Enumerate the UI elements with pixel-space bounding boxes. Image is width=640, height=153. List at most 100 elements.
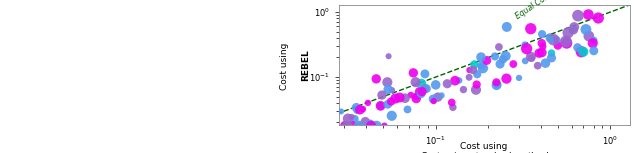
Point — [406, 94, 416, 96]
Point — [450, 79, 460, 82]
Point — [355, 108, 365, 111]
Point — [403, 108, 413, 111]
Point — [576, 50, 586, 53]
Point — [561, 40, 571, 43]
Point — [490, 55, 500, 58]
Point — [588, 42, 598, 44]
Point — [411, 97, 421, 100]
Point — [520, 60, 531, 62]
Point — [472, 83, 482, 86]
Point — [589, 50, 599, 52]
Point — [464, 76, 474, 78]
Point — [547, 52, 557, 54]
Point — [593, 17, 604, 19]
Point — [380, 125, 390, 127]
Point — [584, 35, 594, 37]
Point — [578, 50, 588, 53]
Point — [465, 69, 475, 71]
Point — [421, 87, 431, 90]
Point — [415, 92, 425, 95]
Point — [420, 87, 430, 90]
Point — [358, 108, 368, 110]
Point — [477, 64, 487, 67]
Point — [536, 42, 547, 44]
X-axis label: Cost using $\it{standard}$ method: Cost using $\it{standard}$ method — [420, 150, 549, 153]
Point — [478, 67, 488, 69]
Point — [567, 29, 577, 31]
Point — [387, 89, 397, 91]
Point — [580, 28, 591, 31]
Point — [514, 77, 524, 79]
Point — [525, 28, 536, 30]
Point — [363, 102, 373, 104]
Point — [469, 63, 479, 66]
Point — [553, 44, 563, 47]
Text: Equal Costs: Equal Costs — [514, 0, 556, 21]
Point — [416, 93, 426, 95]
Point — [410, 81, 420, 83]
Point — [573, 14, 583, 17]
Point — [471, 89, 481, 91]
Point — [390, 97, 401, 100]
Text: Cost using: Cost using — [280, 40, 289, 90]
Point — [500, 55, 511, 57]
Point — [376, 104, 386, 107]
Point — [383, 55, 394, 57]
Point — [408, 72, 419, 74]
Point — [340, 125, 350, 127]
Point — [476, 56, 486, 58]
Point — [376, 105, 386, 107]
Point — [411, 95, 421, 98]
Point — [527, 57, 537, 59]
Point — [495, 63, 505, 65]
Point — [537, 33, 547, 35]
Point — [394, 96, 404, 99]
Point — [540, 62, 550, 64]
Point — [442, 82, 452, 85]
Point — [526, 56, 536, 58]
Point — [343, 118, 353, 120]
Point — [552, 39, 562, 41]
Point — [354, 125, 364, 127]
Point — [436, 94, 447, 97]
Point — [569, 26, 579, 28]
Text: REBEL: REBEL — [301, 49, 310, 81]
Point — [347, 125, 357, 127]
Point — [371, 78, 381, 80]
Point — [336, 110, 346, 113]
Point — [365, 123, 375, 125]
Point — [417, 90, 427, 93]
Point — [354, 125, 364, 127]
Point — [420, 73, 430, 75]
Point — [568, 29, 579, 31]
Point — [454, 79, 465, 82]
Point — [537, 51, 547, 54]
Point — [572, 46, 582, 49]
Point — [498, 58, 508, 60]
Point — [522, 47, 532, 50]
Point — [458, 88, 468, 91]
Point — [387, 115, 397, 117]
Point — [548, 38, 559, 41]
Point — [447, 101, 457, 104]
Point — [494, 46, 504, 48]
Point — [383, 103, 393, 106]
Point — [589, 39, 599, 42]
Point — [429, 100, 439, 102]
Point — [534, 52, 544, 54]
Point — [383, 88, 393, 91]
Point — [414, 90, 424, 93]
Point — [346, 116, 356, 118]
Point — [472, 73, 483, 76]
Point — [416, 82, 426, 85]
Point — [382, 81, 392, 83]
Point — [508, 63, 518, 65]
Point — [583, 13, 593, 16]
Point — [545, 38, 556, 41]
Point — [492, 83, 502, 86]
Point — [344, 125, 354, 127]
Point — [492, 84, 502, 86]
Point — [351, 106, 362, 109]
Point — [367, 125, 377, 127]
Point — [561, 42, 572, 44]
